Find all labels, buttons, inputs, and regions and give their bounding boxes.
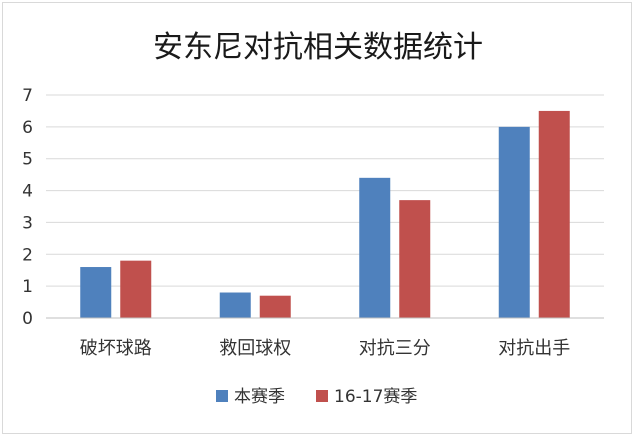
x-category-label: 救回球权 xyxy=(219,338,291,359)
legend-swatch xyxy=(316,390,328,402)
bar-current-season xyxy=(498,126,530,318)
y-tick-label: 3 xyxy=(22,213,33,233)
bar-current-season xyxy=(359,177,391,318)
y-tick-label: 0 xyxy=(22,309,33,329)
bars xyxy=(80,110,570,318)
bar-prev-season xyxy=(399,200,431,318)
bar-prev-season xyxy=(538,110,570,318)
x-axis-labels: 破坏球路 救回球权 对抗三分 对抗出手 xyxy=(80,338,571,359)
legend-label: 16-17赛季 xyxy=(334,386,417,407)
y-tick-label: 6 xyxy=(22,118,33,138)
bar-prev-season xyxy=(120,260,152,318)
bar-current-season xyxy=(80,267,112,318)
y-tick-label: 7 xyxy=(22,86,33,106)
x-category-label: 对抗出手 xyxy=(498,338,570,359)
x-category-label: 对抗三分 xyxy=(359,338,431,359)
y-tick-label: 2 xyxy=(22,245,33,265)
legend: 本赛季 16-17赛季 xyxy=(216,386,417,407)
x-category-label: 破坏球路 xyxy=(80,338,152,359)
bar-prev-season xyxy=(259,295,291,318)
y-axis-ticks: 0 1 2 3 4 5 6 7 xyxy=(22,86,33,329)
chart-title: 安东尼对抗相关数据统计 xyxy=(153,30,483,65)
bar-current-season xyxy=(219,292,251,318)
legend-swatch xyxy=(216,390,228,402)
legend-label: 本赛季 xyxy=(234,386,285,407)
y-tick-label: 4 xyxy=(22,182,33,202)
y-tick-label: 5 xyxy=(22,150,33,170)
y-tick-label: 1 xyxy=(22,277,33,297)
